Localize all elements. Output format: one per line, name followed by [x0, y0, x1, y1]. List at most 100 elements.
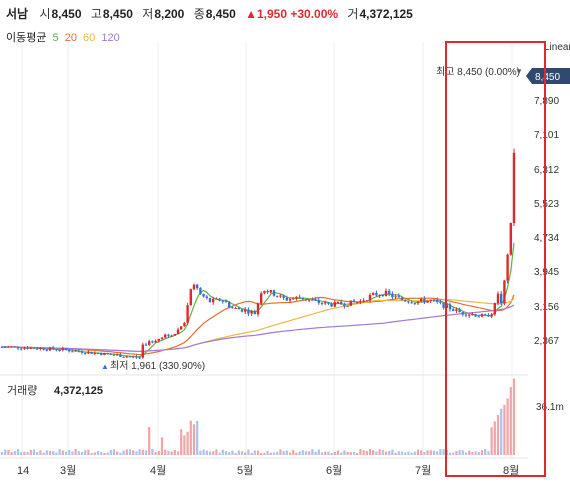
candle-body — [138, 357, 141, 359]
volume-bar — [432, 450, 436, 455]
candle-body — [493, 303, 496, 315]
candle-body — [237, 307, 240, 310]
volume-bar — [448, 452, 452, 455]
candle-body — [52, 347, 55, 350]
y-tick-3156: 3,156 — [534, 302, 559, 313]
candle-body — [375, 292, 378, 296]
volume-bar — [192, 424, 196, 455]
candle-body — [244, 309, 247, 312]
candle-body — [208, 298, 212, 303]
candle-body — [512, 152, 516, 224]
change-value: ▲1,950 +30.00% — [245, 7, 339, 21]
candle-body — [221, 300, 224, 302]
ma-legend[interactable]: 이동평균 5 20 60 120 — [6, 29, 123, 45]
candle-body — [0, 346, 4, 348]
ma-legend-label: 이동평균 — [6, 32, 47, 44]
candle-body — [458, 309, 461, 313]
volume-bar — [103, 452, 106, 455]
candle-body — [461, 312, 464, 315]
candle-body — [157, 338, 160, 341]
candle-body — [84, 352, 87, 354]
candle-body — [500, 293, 503, 304]
volume-bars — [0, 378, 516, 455]
scale-mode-label[interactable]: Linear — [544, 42, 570, 53]
candle-body — [464, 314, 468, 316]
volume-bar — [509, 387, 512, 455]
candle-body — [164, 334, 167, 338]
volume-bar — [208, 451, 212, 455]
volume-bar — [429, 450, 432, 455]
candle-body — [487, 315, 490, 317]
candle-body — [144, 344, 148, 346]
volume-bar — [311, 449, 314, 455]
candle-body — [506, 254, 509, 281]
volume-bar — [228, 452, 231, 455]
volume-bar — [247, 449, 250, 455]
volume-axis-tick: 36.1m — [536, 402, 564, 413]
volume-bar — [164, 449, 167, 455]
candle-body — [503, 280, 506, 304]
candle-body — [10, 346, 13, 348]
volume-bar — [279, 449, 282, 455]
volume-bar — [160, 437, 164, 455]
candle-body — [285, 297, 288, 301]
volume-bar — [285, 450, 288, 455]
volume-bar — [186, 431, 189, 455]
volume-bar — [68, 450, 71, 455]
volume-bar — [340, 452, 343, 455]
volume-bar — [151, 449, 154, 455]
volume-bar — [52, 451, 55, 455]
volume-bar — [237, 450, 240, 455]
volume-bar — [116, 451, 119, 455]
candle-body — [212, 298, 215, 303]
ma-120-label[interactable]: 120 — [101, 32, 120, 44]
volume-bar — [45, 450, 48, 455]
candle-body — [224, 300, 228, 303]
current-price-tag — [526, 68, 570, 84]
volume-bar — [36, 452, 39, 455]
candle-body — [26, 347, 29, 349]
volume-total: 4,372,125 — [54, 385, 103, 397]
ma-20-label[interactable]: 20 — [64, 32, 77, 44]
candle-body — [410, 302, 413, 304]
volume-bar — [215, 449, 218, 455]
candle-body — [183, 322, 186, 327]
volume-bar — [260, 452, 263, 455]
volume-bar — [423, 452, 426, 455]
volume-bar — [218, 452, 221, 455]
volume-bar — [298, 451, 301, 455]
low-marker-icon: ▲ — [101, 362, 109, 371]
volume-bar — [490, 427, 493, 455]
candle-body — [173, 334, 176, 336]
candle-body — [266, 291, 269, 293]
candle-body — [336, 302, 340, 304]
volume-bar — [112, 449, 116, 455]
candle-body — [135, 356, 138, 358]
candle-body — [205, 296, 208, 299]
ma-60-label[interactable]: 60 — [83, 32, 96, 44]
volume-bar — [493, 421, 496, 455]
volume-bar — [244, 452, 247, 455]
candle-body — [359, 301, 362, 303]
volume-bar — [4, 449, 7, 455]
volume-bar — [484, 449, 487, 455]
volume-bar — [365, 450, 368, 455]
volume-bar — [333, 452, 336, 455]
chart-grid — [21, 42, 513, 458]
candle-body — [496, 293, 500, 304]
volume-bar — [74, 449, 77, 455]
ma-5-label[interactable]: 5 — [52, 32, 59, 44]
volume-bar — [29, 449, 32, 455]
candle-body — [186, 305, 189, 323]
candle-body — [39, 347, 42, 349]
volume-bar — [189, 420, 192, 455]
volume-bar — [48, 451, 52, 455]
volume-bar — [16, 449, 20, 455]
candle-body — [218, 298, 221, 301]
x-tick-14: 14 — [17, 465, 29, 477]
volume-bar — [394, 452, 397, 455]
candle-body — [448, 304, 452, 310]
volume-bar — [20, 452, 23, 455]
candle-body — [74, 350, 77, 352]
